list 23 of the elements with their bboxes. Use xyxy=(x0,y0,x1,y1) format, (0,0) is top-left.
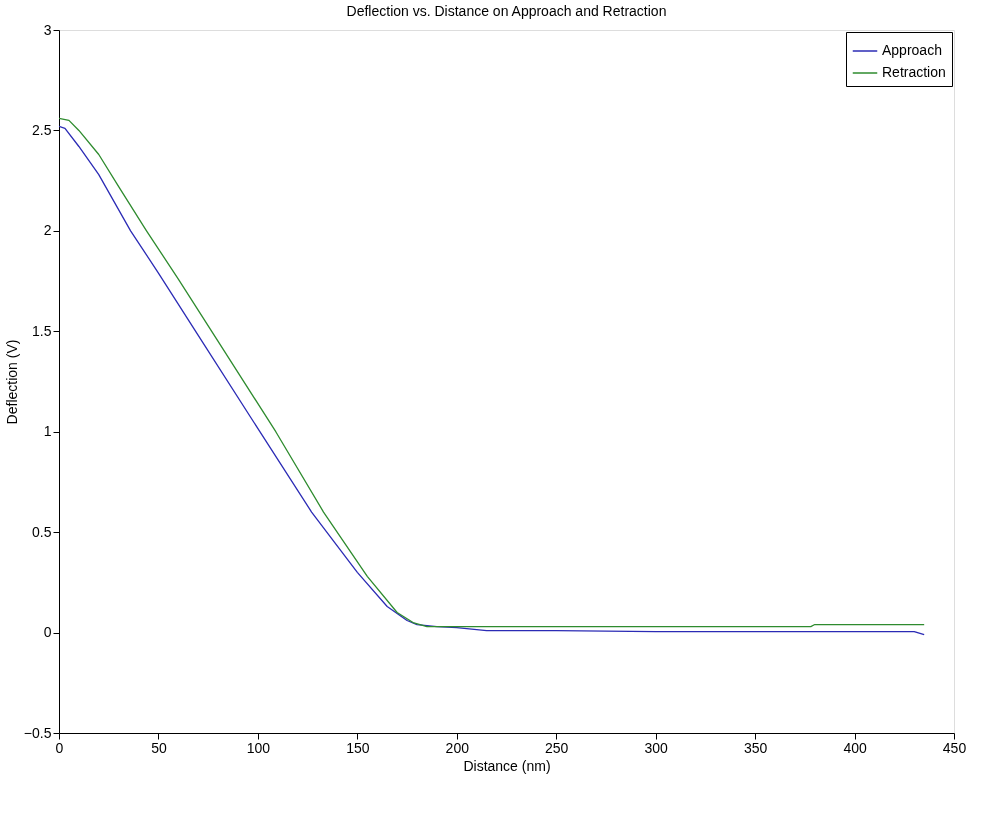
legend-label: Approach xyxy=(882,42,942,58)
y-tick-label: 0 xyxy=(43,624,52,641)
y-tick-label: 1.5 xyxy=(32,322,52,339)
x-tick-label: 350 xyxy=(743,739,768,756)
x-tick-label: 100 xyxy=(246,739,271,756)
x-tick-label: 300 xyxy=(644,739,669,756)
x-tick-label: 150 xyxy=(346,739,370,756)
legend-label: Retraction xyxy=(882,64,946,80)
chart-title: Deflection vs. Distance on Approach and Retraction xyxy=(346,3,667,19)
y-tick-label: 2.5 xyxy=(32,121,52,138)
y-tick-label: −0.5 xyxy=(23,724,52,741)
x-tick-label: 400 xyxy=(843,739,867,756)
x-tick-label: 450 xyxy=(942,739,967,756)
y-tick-label: 3 xyxy=(43,21,52,38)
y-tick-label: 1 xyxy=(43,423,52,440)
x-tick-label: 0 xyxy=(55,739,64,756)
y-tick-label: 0.5 xyxy=(32,523,52,540)
x-tick-label: 250 xyxy=(545,739,569,756)
x-tick-label: 200 xyxy=(445,739,470,756)
x-tick-label: 50 xyxy=(151,739,167,756)
y-tick-label: 2 xyxy=(43,222,52,239)
x-axis-title: Distance (nm) xyxy=(463,757,551,774)
y-axis-title: Deflection (V) xyxy=(3,339,20,425)
